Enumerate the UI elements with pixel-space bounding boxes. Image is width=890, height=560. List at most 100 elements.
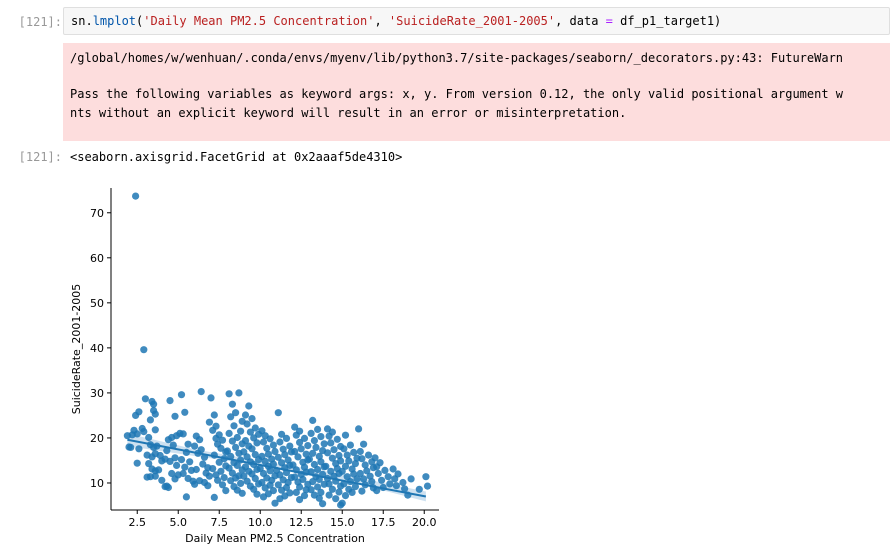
code-line[interactable]: sn.lmplot('Daily Mean PM2.5 Concentratio… <box>71 14 721 28</box>
scatter-point <box>237 427 245 435</box>
scatter-point <box>423 482 432 490</box>
scatter-point <box>166 457 174 465</box>
y-tick-label: 60 <box>90 252 104 265</box>
scatter-point <box>358 455 366 463</box>
scatter-point <box>248 415 256 423</box>
code-input-cell[interactable]: sn.lmplot('Daily Mean PM2.5 Concentratio… <box>63 7 890 35</box>
scatter-point <box>314 465 322 474</box>
scatter-point <box>392 482 400 490</box>
input-prompt: [121]: <box>18 15 62 29</box>
scatter-point <box>314 425 322 433</box>
scatter-point <box>341 431 350 439</box>
scatter-point <box>378 476 386 484</box>
scatter-point <box>181 463 189 471</box>
scatter-point <box>210 493 218 501</box>
scatter-point <box>307 486 315 494</box>
scatter-point <box>317 488 325 496</box>
scatter-point <box>274 409 282 417</box>
scatter-point <box>292 431 300 439</box>
scatter-point <box>407 475 415 483</box>
scatter-point <box>191 480 199 488</box>
scatter-point <box>317 433 325 441</box>
scatter-point <box>353 475 361 483</box>
scatter-point <box>199 460 207 468</box>
scatter-point <box>168 469 176 478</box>
scatter-point <box>251 424 259 432</box>
scatter-point <box>330 446 338 454</box>
scatter-point <box>166 397 174 405</box>
scatter-point <box>251 474 259 483</box>
scatter-point <box>300 492 309 500</box>
scatter-point <box>307 429 315 437</box>
scatter-point <box>141 395 149 403</box>
regression-line-layer <box>127 438 427 498</box>
scatter-point <box>258 478 266 487</box>
scatter-point <box>205 418 213 426</box>
scatter-point <box>146 416 154 424</box>
scatter-point <box>278 486 286 494</box>
scatter-points-layer <box>123 192 432 509</box>
scatter-point <box>381 466 389 474</box>
scatter-point <box>309 449 317 457</box>
scatter-point <box>179 469 187 478</box>
scatter-point <box>327 439 335 447</box>
y-axis-label: SuicideRate_2001-2005 <box>70 284 83 415</box>
scatter-point <box>245 402 253 410</box>
x-tick-label: 20.0 <box>412 516 437 529</box>
scatter-point <box>415 485 423 493</box>
code-token-y-string: 'SuicideRate_2001-2005' <box>388 14 556 28</box>
scatter-point <box>315 494 323 502</box>
scatter-point <box>184 440 192 448</box>
scatter-point <box>222 487 230 495</box>
scatter-point <box>345 457 353 465</box>
code-token-x-string: 'Daily Mean PM2.5 Concentration' <box>143 14 375 28</box>
scatter-point <box>191 442 199 450</box>
scatter-point <box>355 425 363 433</box>
scatter-point <box>209 426 217 434</box>
scatter-point <box>335 451 343 460</box>
scatter-point <box>135 445 143 453</box>
code-token-comma: , <box>374 14 389 28</box>
code-token-dataframe: df_p1_target1) <box>612 14 722 28</box>
scatter-point <box>346 441 354 449</box>
scatter-point <box>309 416 317 424</box>
scatter-point <box>169 441 177 449</box>
scatter-point <box>282 434 291 442</box>
scatter-point <box>325 432 333 440</box>
scatter-point <box>356 447 364 456</box>
scatter-point <box>233 461 241 469</box>
x-tick-label: 2.5 <box>128 516 146 529</box>
scatter-point <box>401 485 409 493</box>
scatter-point <box>266 435 274 443</box>
y-tick-label: 70 <box>90 207 104 220</box>
scatter-point <box>278 430 286 438</box>
scatter-point <box>297 445 305 453</box>
scatter-point <box>296 438 304 446</box>
scatter-point <box>328 485 336 493</box>
scatter-point <box>151 410 159 418</box>
scatter-point <box>358 487 366 495</box>
scatter-point <box>248 445 256 453</box>
scatter-point <box>351 460 359 468</box>
code-token-data-kw: , data <box>555 14 606 28</box>
scatter-point <box>197 388 205 396</box>
x-tick-label: 12.5 <box>289 516 314 529</box>
scatter-point <box>294 453 302 461</box>
scatter-point <box>271 447 279 456</box>
scatter-point <box>181 408 189 416</box>
scatter-point <box>145 433 153 442</box>
scatter-point <box>140 346 148 354</box>
scatter-point <box>310 437 318 445</box>
scatter-point <box>214 476 222 484</box>
scatter-point <box>296 483 304 491</box>
scatter-point <box>227 477 235 485</box>
scatter-point <box>343 451 351 459</box>
scatter-point <box>271 499 279 507</box>
code-token-dot: . <box>85 14 93 28</box>
warning-message-line-1: Pass the following variables as keyword … <box>70 87 844 101</box>
scatter-point <box>341 492 350 500</box>
scatter-point <box>140 428 148 436</box>
scatter-point <box>177 391 186 399</box>
scatter-point <box>291 447 299 456</box>
scatter-point <box>291 423 299 431</box>
